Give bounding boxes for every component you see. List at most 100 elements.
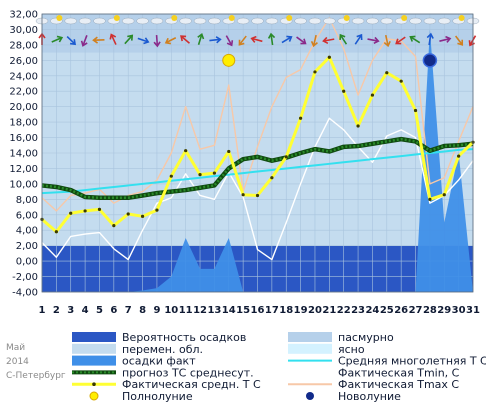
legend-swatch <box>288 343 332 354</box>
tavg-points <box>40 55 475 234</box>
wind-arrow-icon <box>395 36 406 45</box>
wind-arrow-shaft <box>410 36 421 44</box>
wind-arrow-head <box>197 32 205 40</box>
cloud-icon <box>136 17 149 25</box>
tavg-point <box>97 207 102 211</box>
wind-arrow-icon <box>109 33 117 45</box>
tavg-point <box>428 197 432 201</box>
x-tick-label: 7 <box>125 305 132 316</box>
x-tick-label: 13 <box>207 305 221 316</box>
x-tick-label: 5 <box>96 305 103 316</box>
wind-arrow-icon <box>367 36 380 45</box>
wind-arrow-shaft <box>281 36 291 44</box>
wind-arrow-shaft <box>340 35 348 45</box>
y-tick-label: 16,00 <box>9 133 38 144</box>
x-tick-label: 19 <box>294 305 308 316</box>
tavg-point <box>327 55 331 59</box>
x-tick-label: 30 <box>452 305 466 316</box>
wind-arrow-head <box>127 34 134 41</box>
x-tick-label: 26 <box>394 305 408 316</box>
wind-arrow-head <box>250 35 257 43</box>
x-tick-label: 22 <box>337 305 351 316</box>
wind-arrow-icon <box>409 35 421 44</box>
sun-icon <box>286 15 293 21</box>
tavg-point <box>54 230 58 234</box>
wind-arrow-head <box>310 40 318 48</box>
forecast-line <box>41 137 474 200</box>
cloud-icon <box>409 17 422 25</box>
sun-icon <box>56 15 63 21</box>
wind-arrow-head <box>56 35 64 43</box>
wind-arrow-icon <box>92 36 105 44</box>
x-tick-label: 31 <box>466 305 480 316</box>
weather-icons <box>35 15 480 48</box>
wind-arrow-icon <box>225 35 234 47</box>
legend-item: ясно <box>288 343 365 356</box>
y-tick-label: 26,00 <box>9 56 38 67</box>
tmax-line <box>41 17 474 212</box>
wind-arrow-shaft <box>384 34 389 46</box>
cloud-icon <box>294 17 307 25</box>
wind-arrow-shaft <box>252 37 263 43</box>
wind-arrow-head <box>143 37 150 45</box>
x-tick-label: 9 <box>153 305 160 316</box>
y-tick-label: 8,00 <box>16 195 38 206</box>
legend-swatch <box>72 332 116 342</box>
wind-arrow-shaft <box>313 34 317 46</box>
tavg-point <box>385 71 389 75</box>
wind-arrow-head <box>238 39 245 46</box>
legend-item: Средняя многолетняя Т С <box>288 355 486 368</box>
wind-arrow-head <box>164 37 172 45</box>
wind-arrow-icon <box>439 35 452 43</box>
wind-arrow-icon <box>197 32 205 46</box>
cloud-icon <box>179 17 192 25</box>
x-tick-label: 6 <box>110 305 117 316</box>
wind-arrow-icon <box>281 35 293 44</box>
wind-arrow-icon <box>426 32 434 46</box>
y-tick-label: 30,00 <box>9 25 38 36</box>
y-tick-label: 28,00 <box>9 40 38 51</box>
wind-arrow-icon <box>296 36 307 45</box>
tmin-line <box>41 117 474 261</box>
wind-arrow-shaft <box>354 35 362 45</box>
tavg-point <box>270 176 274 180</box>
cloud-icon <box>193 17 207 25</box>
wind-arrow-shaft <box>155 34 159 46</box>
x-tick-label: 18 <box>279 305 293 316</box>
wind-arrow-icon <box>80 35 88 47</box>
legend-label: Новолуние <box>338 390 401 403</box>
y-tick-label: 10,00 <box>9 179 38 190</box>
legend-label: Вероятность осадков <box>122 331 246 344</box>
cloud-icon <box>308 17 322 25</box>
wind-arrow-head <box>395 38 402 45</box>
cloud-icon <box>380 17 394 25</box>
x-tick-label: 21 <box>322 305 336 316</box>
legend-item: Полнолуние <box>89 390 193 403</box>
x-tick-label: 12 <box>193 305 207 316</box>
tavg-point <box>140 214 145 218</box>
wind-arrow-icon <box>51 35 64 43</box>
y-tick-label: -2,00 <box>12 272 38 283</box>
wind-arrow-head <box>322 36 329 45</box>
wind-arrow-shaft <box>197 34 203 46</box>
cloud-icon <box>208 17 221 25</box>
wind-arrow-head <box>180 35 187 42</box>
wind-arrow-head <box>356 33 363 41</box>
tavg-point <box>212 171 216 175</box>
y-tick-label: 18,00 <box>9 118 38 129</box>
wind-arrow-icon <box>238 35 247 46</box>
cloud-icon <box>366 17 379 25</box>
legend-label: прогноз ТС среднесут. <box>122 366 254 379</box>
sun-icon <box>458 15 465 21</box>
cloud-icon <box>351 17 365 25</box>
climate-avg-line <box>41 148 474 195</box>
tavg-point <box>83 209 87 213</box>
wind-arrow-icon <box>66 35 77 46</box>
cloud-icon <box>236 17 250 25</box>
wind-arrow-head <box>153 41 161 48</box>
wind-arrow-icon <box>137 37 150 45</box>
cloud-icon <box>438 17 451 25</box>
corner-text: С-Петербург <box>6 371 66 381</box>
wind-arrow-shaft <box>209 38 220 42</box>
